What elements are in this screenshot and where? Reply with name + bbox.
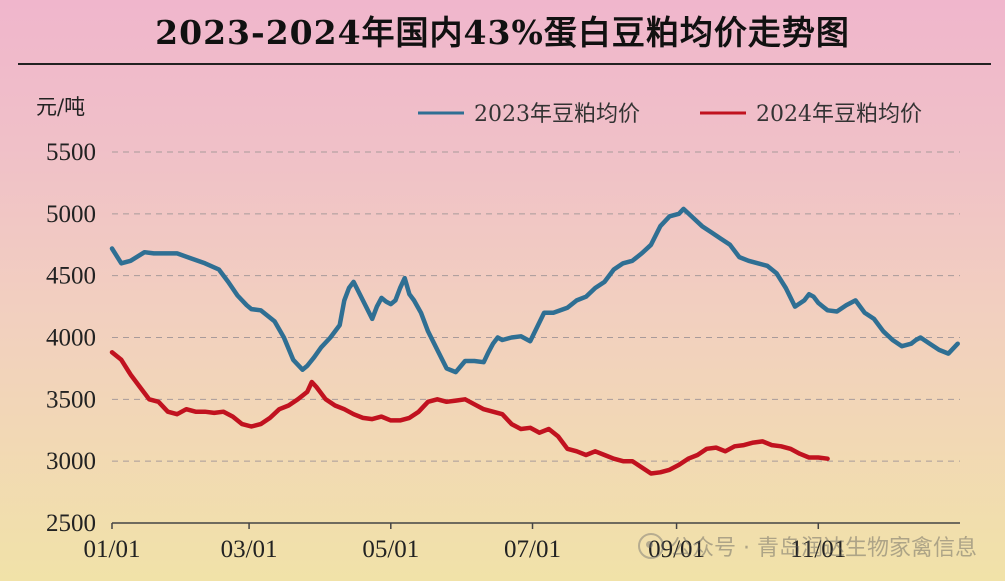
series-line-2023 (109, 206, 960, 375)
legend: 2023年豆粕均价 2024年豆粕均价 (418, 102, 922, 127)
chart-title: 2023-2024年国内43%蛋白豆粕均价走势图 (155, 13, 850, 52)
series-line-2024 (109, 350, 830, 476)
y-axis-label: 元/吨 (36, 95, 85, 119)
legend-label: 2024年豆粕均价 (756, 102, 922, 127)
axes: 2500 3000 3500 4000 4500 5000 5500 元/吨 01/01 03/0… (36, 95, 960, 563)
y-tick-label: 5500 (46, 139, 96, 166)
watermark-text: 公众号 · 青岛润达生物家禽信息 (670, 536, 977, 561)
series-lines (109, 206, 960, 476)
x-tick-label: 07/01 (504, 536, 561, 563)
y-tick-label: 2500 (46, 510, 96, 537)
y-tick-label: 3000 (46, 448, 96, 475)
y-tick-label: 3500 (46, 386, 96, 413)
watermark: 公众号 · 青岛润达生物家禽信息 (638, 530, 977, 562)
grid-lines (112, 151, 960, 462)
x-tick-label: 11/01 (790, 536, 846, 563)
x-tick-label: 03/01 (221, 536, 278, 563)
x-tick-label: 01/01 (84, 536, 141, 563)
x-tick-label: 05/01 (362, 536, 419, 563)
wechat-icon (638, 533, 665, 559)
y-tick-label: 5000 (46, 201, 96, 228)
y-tick-label: 4000 (46, 325, 96, 352)
y-tick-label: 4500 (46, 263, 96, 290)
title-underline (18, 63, 991, 65)
legend-label: 2023年豆粕均价 (474, 102, 640, 127)
